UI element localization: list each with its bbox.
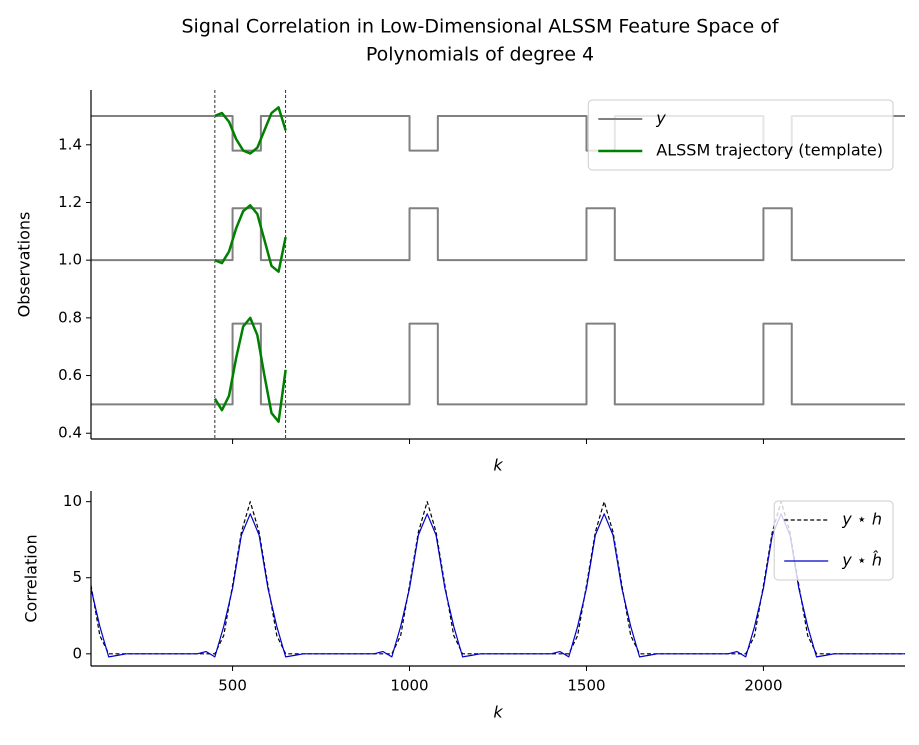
series-line — [90, 501, 905, 655]
legend-label: y ⋆ ĥ — [841, 551, 882, 570]
chart-title: Polynomials of degree 4 — [366, 44, 594, 66]
y-tick-label: 0.4 — [58, 424, 82, 442]
y-tick-label: 5 — [72, 568, 82, 586]
series-line — [90, 513, 905, 658]
legend-box — [587, 99, 894, 171]
legend-box — [773, 500, 894, 581]
y-tick-label: 0.6 — [58, 366, 82, 384]
series-line — [214, 106, 287, 155]
y-tick-label: 1.4 — [58, 135, 82, 153]
legend-label: y — [655, 109, 666, 128]
x-axis-label: k — [493, 703, 503, 722]
x-tick-label: 500 — [218, 677, 247, 695]
y-tick-label: 0.8 — [58, 308, 82, 326]
y-axis-label: Correlation — [22, 534, 41, 622]
x-tick-label: 1000 — [390, 677, 428, 695]
y-tick-label: 1.2 — [58, 193, 82, 211]
series-line — [213, 316, 287, 423]
y-axis-label: Observations — [15, 212, 34, 318]
legend-label: y ⋆ h — [841, 510, 882, 529]
x-axis-label: k — [493, 456, 503, 475]
y-tick-label: 1.0 — [58, 251, 82, 269]
series-line — [91, 207, 905, 262]
legend: y ⋆ h y ⋆ ĥ — [773, 500, 894, 581]
y-tick-label: 10 — [63, 492, 82, 510]
chart-title: Signal Correlation in Low-Dimensional AL… — [181, 16, 779, 38]
series-line — [91, 322, 905, 406]
x-tick-label: 2000 — [744, 677, 782, 695]
series-line — [214, 204, 287, 273]
x-tick-label: 1500 — [567, 677, 605, 695]
legend-label: ALSSM trajectory (template) — [656, 141, 883, 160]
legend: y ALSSM trajectory (template) — [587, 99, 894, 171]
y-tick-label: 0 — [72, 644, 82, 662]
